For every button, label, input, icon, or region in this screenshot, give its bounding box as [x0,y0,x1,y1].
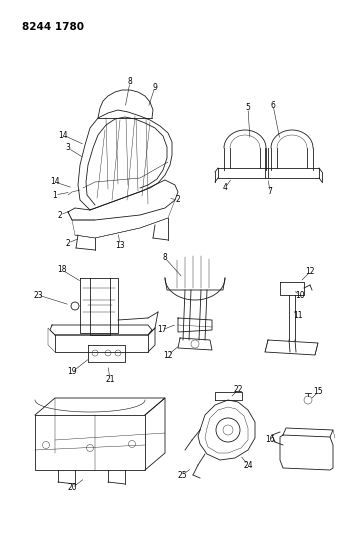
Text: 8244 1780: 8244 1780 [22,22,84,32]
Text: 10: 10 [295,290,305,300]
Text: 22: 22 [233,385,243,394]
Text: 1: 1 [53,190,57,199]
Text: 18: 18 [57,265,67,274]
Text: 14: 14 [50,177,60,187]
Text: 14: 14 [58,131,68,140]
Text: 2: 2 [57,211,62,220]
Text: 12: 12 [163,351,173,359]
Text: 7: 7 [268,188,272,197]
Text: 15: 15 [313,387,323,397]
Text: 3: 3 [66,143,70,152]
Text: 21: 21 [105,376,115,384]
Text: 12: 12 [305,268,315,277]
Text: 20: 20 [67,483,77,492]
Text: 9: 9 [153,83,157,92]
Text: 4: 4 [223,183,227,192]
Text: 25: 25 [177,471,187,480]
Text: 17: 17 [157,326,167,335]
Text: 5: 5 [245,103,251,112]
Text: 11: 11 [293,311,303,319]
Text: 2: 2 [176,196,181,205]
Text: 23: 23 [33,290,43,300]
Text: 16: 16 [265,435,275,445]
Text: 2: 2 [66,238,70,247]
Text: 13: 13 [115,240,125,249]
Text: 6: 6 [271,101,275,109]
Text: 8: 8 [128,77,132,86]
Text: 8: 8 [163,254,167,262]
Text: 24: 24 [243,461,253,470]
Text: 19: 19 [67,367,77,376]
